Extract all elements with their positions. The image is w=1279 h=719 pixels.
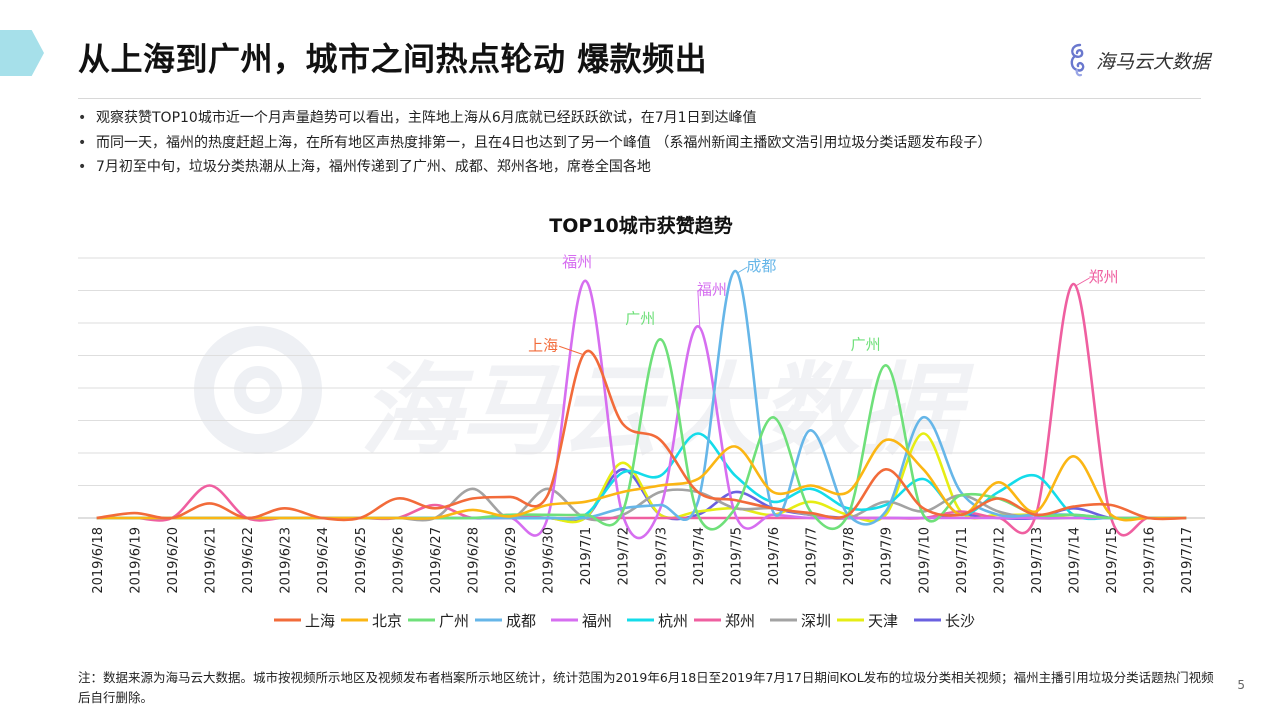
chart-legend: 上海 北京 广州 成都 福州 杭州 郑州 深圳 天津 长沙 — [274, 612, 975, 630]
legend-label: 北京 — [372, 612, 402, 630]
legend-item-长沙: 长沙 — [914, 612, 975, 630]
x-tick-label: 2019/6/18 — [91, 527, 106, 594]
legend-label: 郑州 — [725, 612, 755, 630]
annotation-leader-line — [737, 266, 748, 274]
series-line-北京 — [96, 438, 1187, 522]
annotation-label: 广州 — [625, 309, 655, 327]
legend-item-天津: 天津 — [837, 612, 898, 630]
annotation-label: 福州 — [562, 253, 592, 271]
x-tick-label: 2019/7/4 — [692, 527, 707, 585]
x-tick-label: 2019/7/2 — [617, 527, 632, 585]
x-tick-label: 2019/7/17 — [1180, 527, 1195, 594]
x-tick-label: 2019/7/13 — [1030, 527, 1045, 594]
annotation-label: 上海 — [528, 336, 558, 354]
logo-text: 海马云大数据 — [1096, 50, 1211, 73]
legend-item-福州: 福州 — [551, 612, 612, 630]
x-tick-label: 2019/7/5 — [729, 527, 744, 585]
x-tick-label: 2019/6/20 — [166, 527, 181, 594]
x-tick-label: 2019/6/30 — [542, 527, 557, 594]
bullet-item: • 7月初至中旬，垃圾分类热潮从上海，福州传递到了广州、成都、郑州各地，席卷全国各… — [78, 155, 1208, 180]
x-tick-label: 2019/7/15 — [1105, 527, 1120, 594]
legend-label: 广州 — [439, 612, 469, 630]
legend-label: 深圳 — [801, 612, 831, 630]
bullet-dot: • — [78, 134, 87, 151]
legend-item-北京: 北京 — [341, 612, 402, 630]
x-tick-label: 2019/7/11 — [955, 527, 970, 594]
bullet-item: • 观察获赞TOP10城市近一个月声量趋势可以看出，主阵地上海从6月底就已经跃跃欲… — [78, 106, 1208, 131]
x-tick-label: 2019/7/10 — [917, 527, 932, 594]
x-tick-label: 2019/6/27 — [429, 527, 444, 594]
legend-item-郑州: 郑州 — [694, 612, 755, 630]
annotation-label: 广州 — [851, 335, 881, 353]
x-tick-label: 2019/6/23 — [279, 527, 294, 594]
x-tick-label: 2019/6/26 — [391, 527, 406, 594]
legend-label: 福州 — [582, 612, 612, 630]
chart-grid — [78, 257, 1205, 519]
legend-label: 成都 — [506, 612, 536, 630]
legend-label: 杭州 — [658, 612, 688, 630]
x-tick-label: 2019/7/3 — [654, 527, 669, 585]
chart-title: TOP10城市获赞趋势 — [549, 214, 732, 237]
bullet-dot: • — [78, 159, 87, 175]
x-tick-label: 2019/6/25 — [354, 527, 369, 594]
legend-item-上海: 上海 — [274, 612, 335, 630]
x-tick-label: 2019/7/16 — [1143, 527, 1158, 594]
x-tick-label: 2019/7/9 — [880, 527, 895, 585]
legend-label: 长沙 — [945, 612, 975, 630]
annotation-leader-line — [1075, 277, 1090, 287]
x-tick-label: 2019/6/24 — [316, 527, 331, 594]
x-tick-label: 2019/7/1 — [579, 527, 594, 585]
x-tick-label: 2019/7/8 — [842, 527, 857, 585]
x-tick-label: 2019/6/29 — [504, 527, 519, 594]
chart-x-tick-labels: 2019/6/18 2019/6/19 2019/6/20 2019/6/21 2019… — [91, 527, 1195, 594]
legend-item-深圳: 深圳 — [770, 612, 831, 630]
x-tick-label: 2019/7/12 — [992, 527, 1007, 594]
x-tick-label: 2019/7/14 — [1068, 527, 1083, 594]
bullet-dot: • — [78, 110, 87, 126]
annotation-label: 成都 — [746, 257, 776, 275]
bullet-item: • 而同一天，福州的热度赶超上海，在所有地区声热度排第一，且在4日也达到了另一个峰… — [78, 131, 1208, 156]
x-tick-label: 2019/6/22 — [241, 527, 256, 594]
legend-label: 天津 — [868, 612, 898, 630]
x-tick-label: 2019/7/7 — [805, 527, 820, 585]
title-divider — [78, 98, 1201, 99]
bullet-text: 7月初至中旬，垃圾分类热潮从上海，福州传递到了广州、成都、郑州各地，席卷全国各地 — [96, 159, 651, 175]
bullet-text: 观察获赞TOP10城市近一个月声量趋势可以看出，主阵地上海从6月底就已经跃跃欲试… — [96, 110, 757, 126]
x-tick-label: 2019/7/6 — [767, 527, 782, 585]
page-title: 从上海到广州，城市之间热点轮动 爆款频出 — [78, 40, 708, 78]
watermark-logo-ring — [194, 326, 322, 454]
legend-item-广州: 广州 — [408, 612, 469, 630]
x-tick-label: 2019/6/28 — [466, 527, 481, 594]
bullet-text: 而同一天，福州的热度赶超上海，在所有地区声热度排第一，且在4日也达到了另一个峰值… — [96, 134, 992, 151]
annotation-leader-line — [558, 345, 583, 355]
x-tick-label: 2019/6/21 — [203, 527, 218, 594]
series-line-上海 — [96, 349, 1187, 522]
seahorse-logo-icon — [1070, 43, 1085, 77]
legend-item-成都: 成都 — [475, 612, 536, 630]
annotation-leader-line — [697, 290, 701, 329]
legend-label: 上海 — [305, 612, 335, 630]
bullet-list: • 观察获赞TOP10城市近一个月声量趋势可以看出，主阵地上海从6月底就已经跃跃欲… — [78, 106, 1208, 180]
footnote: 注：数据来源为海马云大数据。城市按视频所示地区及视频发布者档案所示地区统计，统计… — [78, 670, 1214, 705]
brand-logo: 海马云大数据 — [1066, 40, 1210, 80]
x-tick-label: 2019/6/19 — [128, 527, 143, 594]
watermark-logo-core — [234, 366, 282, 414]
legend-item-杭州: 杭州 — [627, 612, 688, 630]
chart-series-lines — [96, 269, 1187, 540]
annotation-label: 福州 — [697, 280, 727, 298]
annotation-label: 郑州 — [1089, 268, 1119, 286]
page-number: 5 — [1237, 678, 1245, 692]
